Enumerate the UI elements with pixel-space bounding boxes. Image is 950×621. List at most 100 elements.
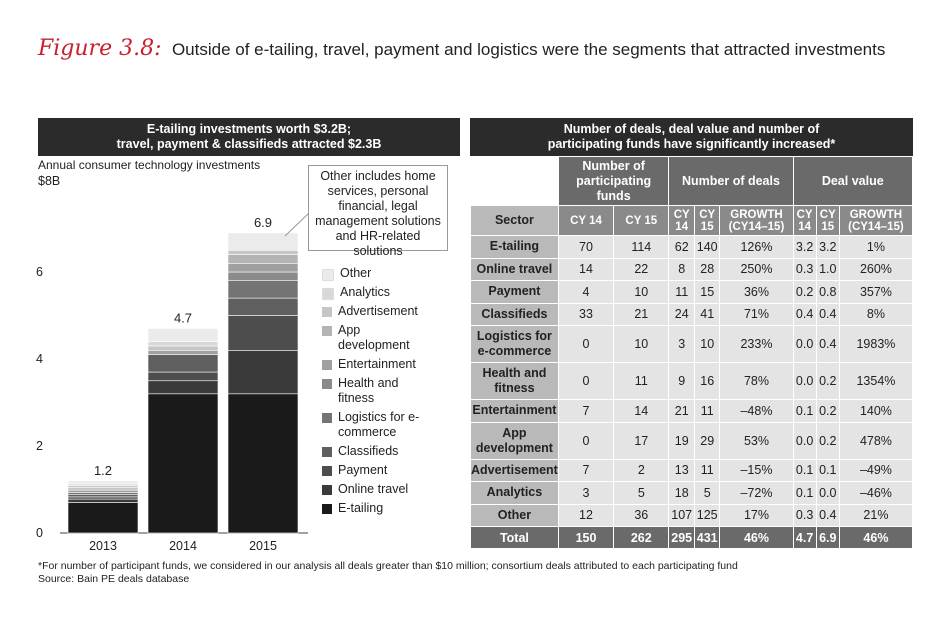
callout-pointer [284,211,311,237]
legend-swatch [322,307,332,317]
table-cell: 478% [838,421,914,460]
bar-segment-2015-7 [227,254,299,264]
table-cell: –49% [838,458,914,482]
total-cell: 150 [557,526,615,549]
legend-item: Logistics for e-commerce [322,410,432,440]
table-cell: 0.4 [792,302,817,326]
table-cell: 13 [668,458,695,482]
table-cell: 14 [557,257,615,281]
bar-segment-2015-2 [227,315,299,351]
table-cell: 11 [693,458,721,482]
table-cell: 250% [719,257,794,281]
table-cell: 0.3 [792,257,817,281]
bar-segment-2014-9 [147,341,219,347]
table-cell: 17 [613,421,670,460]
table-cell: 3.2 [792,235,817,259]
sector-label: Health and fitness [470,362,559,400]
legend-swatch [322,413,332,423]
legend-label: Logistics for e-commerce [338,410,420,439]
table-cell: 17% [719,503,794,527]
table-cell: 0.3 [792,503,817,527]
table-row: Logistics for e-commerce 0 10 3 10 233% 0.0 0.4… [470,325,914,363]
table-cell: 0.2 [815,421,840,460]
table-cell: 21 [668,399,695,423]
table-cell: 3.2 [815,235,840,259]
legend-swatch [322,504,332,514]
table-cell: 41 [693,302,721,326]
table-cell: –46% [838,481,914,505]
table-cell: 0.1 [815,458,840,482]
sector-label: Payment [470,280,559,304]
table-cell: 11 [693,399,721,423]
table-group-header: Deal value [792,156,913,206]
table-cell: 357% [838,280,914,304]
table-cell: –15% [719,458,794,482]
table-cell: 107 [668,503,695,527]
sector-label: Analytics [470,481,559,505]
chart-subtitle: Annual consumer technology investments [38,158,261,172]
table-cell: 0.1 [792,399,817,423]
bar-segment-2015-4 [227,280,299,299]
bar-segment-2014-8 [147,345,219,351]
sector-label: E-tailing [470,235,559,259]
table-cell: 5 [693,481,721,505]
bar-segment-2014-0 [147,393,219,534]
legend-item: Other [322,266,432,281]
left-header-line1: E-tailing investments worth $3.2B; [146,122,352,136]
legend-item: Classifieds [322,444,432,459]
table-cell: 3 [557,481,615,505]
table-column-header: GROWTH (CY14–15) [838,205,914,236]
sector-label: Advertisement [470,458,559,482]
total-cell: 262 [613,526,670,549]
table-cell: 14 [613,399,670,423]
bar-segment-2014-2 [147,371,219,382]
table-row: E-tailing 70 114 62 140 126% 3.2 3.2 1% [470,235,914,259]
table-column-header: CY 15 [815,205,840,236]
legend-item: Payment [322,463,432,478]
table-cell: 0 [557,421,615,460]
bar-segment-2013-2 [67,496,139,500]
table-total-row: Total 150 262 295 431 46% 4.7 6.9 46% [470,526,914,549]
figure-title-text: Outside of e-tailing, travel, payment an… [171,40,886,59]
total-cell: 6.9 [815,526,840,549]
bar-segment-2013-1 [67,498,139,503]
table-cell: 0.4 [815,302,840,326]
total-cell: 431 [693,526,721,549]
legend-label: Analytics [340,285,391,299]
table-cell: 7 [557,399,615,423]
table-cell: 2 [613,458,670,482]
table-cell: 28 [693,257,721,281]
table-cell: –72% [719,481,794,505]
legend-label: Health and fitness [338,376,399,405]
legend-swatch [322,485,332,495]
total-cell: 295 [668,526,695,549]
table-cell: 0.4 [815,325,840,363]
figure-label: Figure 3.8: [38,36,162,61]
table-cell: 0 [557,325,615,363]
right-panel-header: Number of deals, deal value and number o… [470,118,913,156]
deals-table: Number of participating funds Number of d… [470,156,914,549]
right-header-line2: participating funds have significantly i… [547,137,836,151]
table-cell: 8% [838,302,914,326]
table-cell: 24 [668,302,695,326]
sector-label: Entertainment [470,399,559,423]
left-header-line2: travel, payment & classifieds attracted … [116,137,382,151]
legend-label: Payment [338,463,388,477]
table-cell: 126% [719,235,794,259]
table-cell: 21% [838,503,914,527]
table-row: Payment 4 10 11 15 36% 0.2 0.8 357% [470,280,914,304]
table-cell: 0.1 [792,481,817,505]
total-cell: 4.7 [792,526,817,549]
bar-total-label-2015: 6.9 [254,215,272,230]
table-column-header: CY 15 [613,205,670,236]
table-cell: 7 [557,458,615,482]
legend-item: Entertainment [322,357,432,372]
table-cell: 36% [719,280,794,304]
y-tick-label-2: 4 [36,352,43,366]
table-cell: 140 [693,235,721,259]
table-cell: 62 [668,235,695,259]
legend-label: Other [340,266,372,280]
table-cell: 0.2 [815,399,840,423]
table-cell: 1% [838,235,914,259]
legend-label: Classifieds [338,444,399,458]
